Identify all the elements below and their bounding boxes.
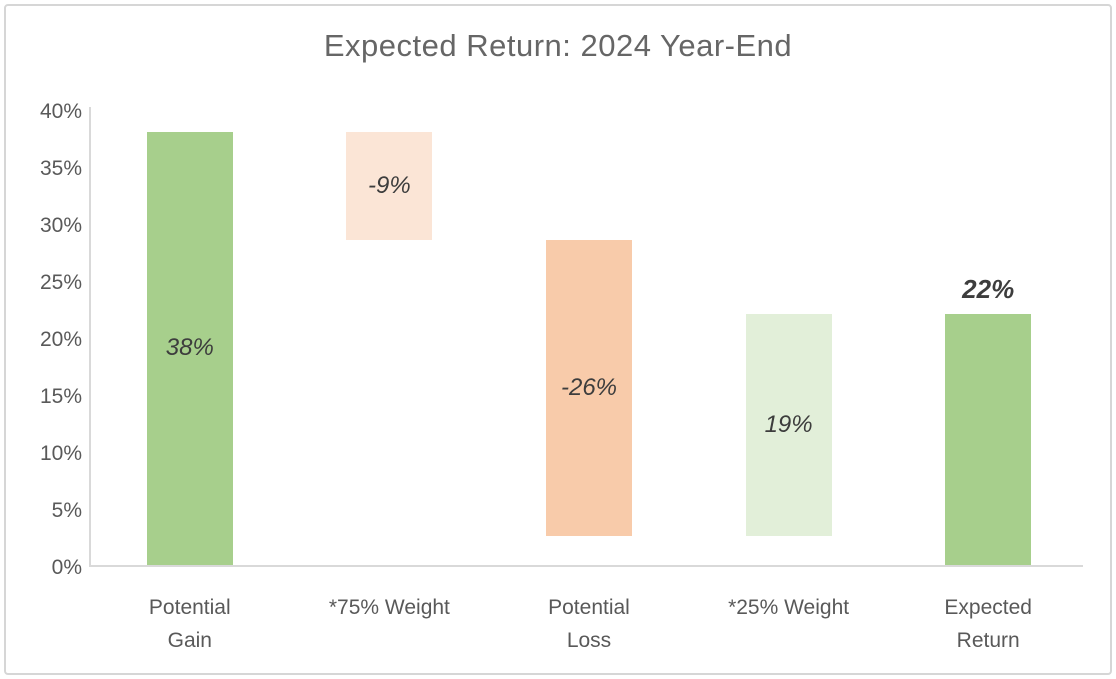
bar-value-label: -26% (560, 374, 618, 402)
category-label-25-weight: *25% Weight (728, 596, 850, 619)
y-tick-label: 25% (39, 271, 82, 294)
category-label-potential-loss: Potential Loss (548, 596, 630, 652)
y-tick-label: 15% (39, 385, 82, 408)
y-tick-label: 5% (51, 499, 82, 522)
bar-75-weight: -9% (346, 131, 433, 241)
y-axis-line (89, 107, 91, 567)
category-label-expected-return: Expected Return (944, 596, 1032, 652)
y-tick-label: 40% (39, 100, 82, 123)
bar-25-weight: 19% (745, 314, 832, 537)
bar-value-label: 38% (165, 334, 214, 362)
bar-value-label: -9% (368, 171, 411, 199)
y-tick-label: 35% (39, 157, 82, 180)
y-tick-label: 30% (39, 214, 82, 237)
y-tick-label: 0% (51, 556, 82, 579)
bar-expected-return (945, 314, 1032, 565)
y-tick-label: 20% (39, 328, 82, 351)
category-label-potential-gain: Potential Gain (148, 596, 231, 652)
bar-potential-loss: -26% (546, 240, 632, 537)
bar-potential-gain: 38% (146, 131, 233, 565)
chart-title: Expected Return: 2024 Year-End (323, 28, 793, 63)
category-label-75-weight: *75% Weight (328, 596, 450, 619)
bar-value-label: 22% (962, 274, 1015, 305)
x-axis-line (89, 565, 1083, 567)
y-tick-label: 10% (39, 442, 82, 465)
bar-value-label: 19% (764, 411, 813, 439)
